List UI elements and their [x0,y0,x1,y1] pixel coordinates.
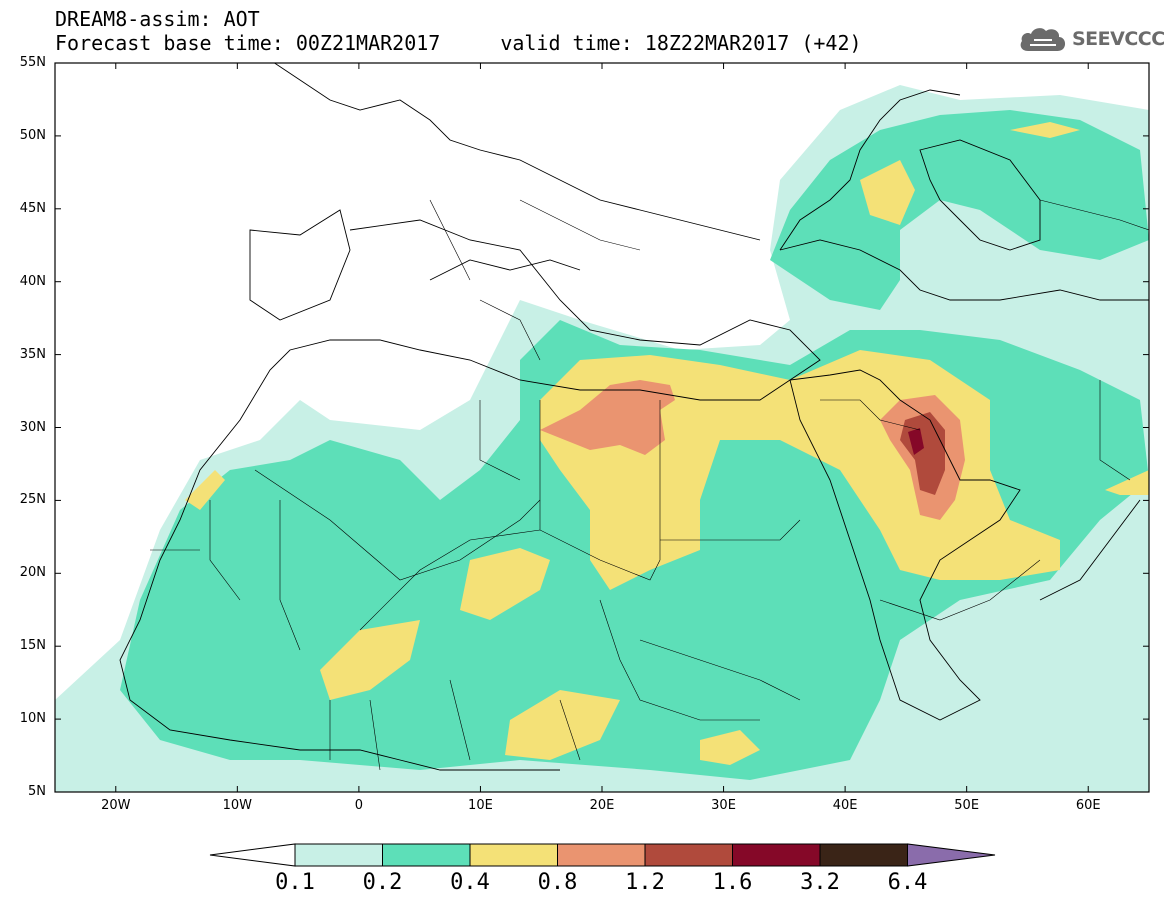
lat-label: 10N [19,711,46,727]
colorbar-label: 1.6 [712,870,753,895]
colorbar-swatch [382,843,471,867]
colorbar-low-arrow [209,843,296,867]
cloud-icon [1020,28,1066,51]
lon-label: 20W [101,798,131,813]
lon-label: 0 [354,798,364,813]
colorbar-label: 3.2 [800,870,840,895]
country-borders [150,199,1149,771]
lon-label: 20E [589,798,615,813]
lat-label: 5N [28,784,46,799]
colorbar-label: 0.4 [450,870,490,895]
colorbar-label: 0.8 [537,870,578,895]
coastlines [119,63,1149,771]
colorbar-swatch [644,843,733,867]
colorbar-swatch [557,843,646,867]
lon-label: 10W [222,798,253,813]
lon-label: 60E [1075,798,1101,813]
colorbar-high-arrow [907,843,996,867]
valid-time: valid time: 18Z22MAR2017 (+42) [500,31,862,55]
logo-text: SEEVCCC [1072,28,1165,50]
lat-label: 20N [19,565,46,581]
colorbar-swatch [294,843,383,867]
colorbar-label: 6.4 [887,870,928,895]
lat-label: 55N [19,55,46,70]
axis-ticks [55,62,1149,793]
colorbar-swatch [732,843,821,867]
aot-band-1.6 [908,428,924,455]
lon-label: 10E [468,798,493,813]
lat-label: 45N [19,200,46,216]
lon-label: 50E [954,798,980,813]
base-time: Forecast base time: 00Z21MAR2017 [55,31,441,55]
colorbar-label: 0.2 [362,870,403,895]
colorbar-label: 1.2 [625,870,665,895]
lat-label: 35N [19,346,46,362]
lat-label: 15N [19,638,46,654]
lat-label: 25N [19,492,46,508]
lat-label: 40N [19,273,46,289]
colorbar-swatch [819,843,908,867]
seevccc-logo: SEEVCCC [1018,24,1165,54]
lon-label: 30E [711,798,736,813]
map-title: DREAM8-assim: AOT [55,7,260,31]
forecast-time-line: Forecast base time: 00Z21MAR2017 valid ti… [55,32,862,54]
lat-label: 30N [19,419,46,435]
colorbar-swatch [469,843,558,867]
lon-label: 40E [832,798,858,813]
lat-label: 50N [19,127,46,143]
colorbar-label: 0.1 [275,870,315,895]
